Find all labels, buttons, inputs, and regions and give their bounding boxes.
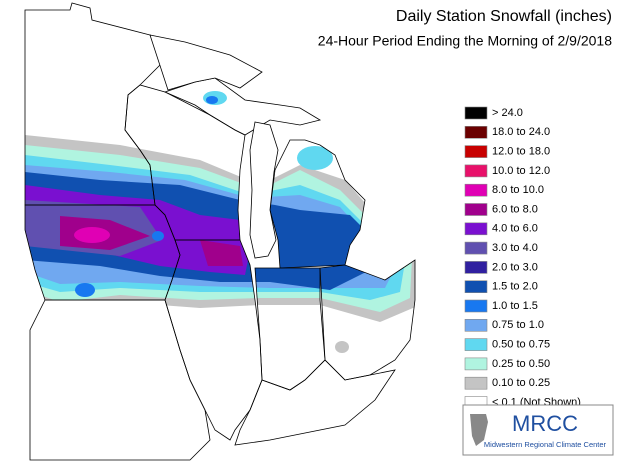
legend-label: 2.0 to 3.0 — [492, 261, 538, 273]
legend-swatch — [464, 126, 488, 139]
band — [335, 341, 349, 353]
legend-label: 0.25 to 0.50 — [492, 358, 550, 370]
logo-caption: Midwestern Regional Climate Center — [484, 440, 607, 449]
legend-swatch — [464, 357, 488, 371]
snowfall-bands — [25, 91, 415, 353]
state-borders — [24, 2, 416, 461]
map-subtitle: 24-Hour Period Ending the Morning of 2/9… — [318, 33, 612, 49]
legend-swatch — [464, 145, 488, 158]
legend-label: 0.75 to 1.0 — [492, 319, 544, 331]
band — [152, 231, 164, 241]
legend-label: 3.0 to 4.0 — [492, 242, 538, 254]
legend-swatch — [464, 106, 488, 120]
legend-label: 18.0 to 24.0 — [492, 126, 550, 138]
band — [206, 96, 218, 104]
legend-swatch — [464, 261, 488, 274]
legend-label: 1.0 to 1.5 — [492, 300, 538, 312]
legend-swatch — [464, 318, 488, 332]
logo-name: MRCC — [512, 411, 578, 436]
legend-label: 1.5 to 2.0 — [492, 281, 538, 293]
legend-swatch — [464, 280, 488, 294]
legend-swatch — [464, 376, 488, 390]
legend-swatch — [464, 299, 488, 313]
legend-swatch — [464, 203, 488, 216]
legend-label: 12.0 to 18.0 — [492, 146, 550, 158]
legend-swatch — [464, 183, 488, 197]
legend-label: 0.50 to 0.75 — [492, 339, 550, 351]
band — [297, 146, 333, 170]
legend-label: 6.0 to 8.0 — [492, 203, 538, 215]
legend-label: > 24.0 — [492, 107, 523, 119]
logo-icon — [470, 414, 488, 446]
band — [74, 227, 110, 243]
legend-swatch — [464, 241, 488, 255]
legend-label: 4.0 to 6.0 — [492, 223, 538, 235]
logo: MRCC Midwestern Regional Climate Center — [462, 404, 614, 456]
map-title: Daily Station Snowfall (inches) — [396, 8, 612, 25]
band — [75, 283, 95, 297]
legend-label: 8.0 to 10.0 — [492, 184, 544, 196]
legend-swatch — [464, 164, 488, 178]
legend-label: 0.10 to 0.25 — [492, 377, 550, 389]
logo-frame — [462, 404, 614, 456]
legend-label: 10.0 to 12.0 — [492, 165, 550, 177]
legend-swatch — [464, 338, 488, 351]
legend: > 24.0 18.0 to 24.0 12.0 to 18.0 10.0 to 12… — [464, 106, 581, 409]
band — [200, 240, 243, 266]
legend-swatch — [464, 222, 488, 236]
